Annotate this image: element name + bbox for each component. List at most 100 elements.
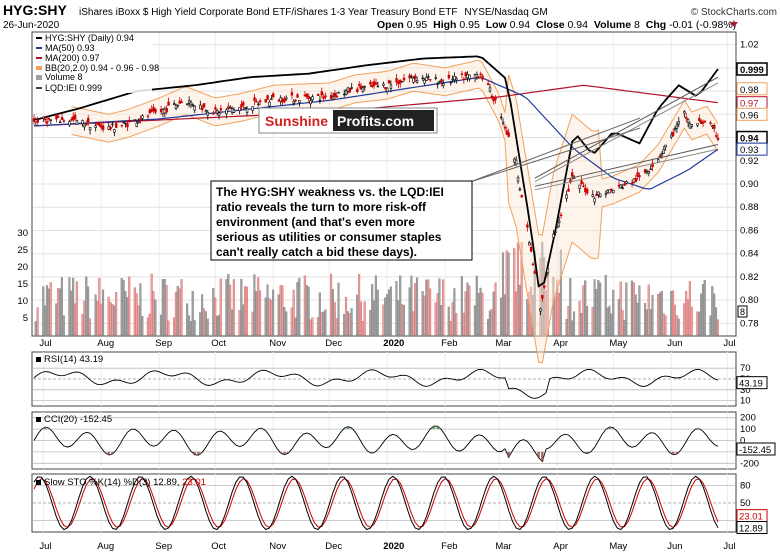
price-candle-body xyxy=(245,108,249,113)
price-candle-body xyxy=(630,182,634,184)
legend-main: HYG:SHY (Daily) 0.94 xyxy=(45,33,134,43)
volume-bar xyxy=(361,321,364,336)
price-candle-body xyxy=(150,109,153,112)
price-candle-body xyxy=(60,117,64,120)
price-candle-body xyxy=(447,74,451,79)
price-candle-body xyxy=(148,109,152,114)
price-candle-body xyxy=(486,83,490,85)
volume-bar xyxy=(85,276,88,336)
sto-label-d: 23.01 xyxy=(182,477,206,488)
price-candle-body xyxy=(49,119,53,121)
volume-bar xyxy=(62,315,65,336)
price-candle-body xyxy=(677,121,680,125)
volume-bar xyxy=(647,284,650,336)
volume-bar xyxy=(492,291,495,336)
price-candle-body xyxy=(451,78,454,81)
legend-ma200: MA(200) 0.97 xyxy=(45,53,100,63)
price-candle-body xyxy=(161,109,165,114)
price-badge-box xyxy=(736,82,768,96)
annotation-line-4: serious as utilities or consumer staples xyxy=(216,230,442,244)
price-candle-body xyxy=(369,81,372,85)
price-candle-body xyxy=(42,116,45,119)
price-candle-body xyxy=(285,97,288,100)
price-candle-body xyxy=(124,122,127,125)
price-candle-body xyxy=(109,126,112,130)
annotation-line-5: can't really catch a bid these days). xyxy=(216,245,417,259)
volume-bar xyxy=(690,306,693,336)
price-candle-body xyxy=(113,129,116,133)
price-candle-body xyxy=(559,214,563,217)
price-candle-body xyxy=(494,97,497,100)
price-candle-body xyxy=(217,112,221,117)
legend-volume: Volume 8 xyxy=(45,72,83,82)
volume-bar xyxy=(599,282,602,336)
volume-bar xyxy=(322,311,325,336)
price-candle-body xyxy=(565,194,568,199)
volume-bar xyxy=(569,278,572,336)
price-candle-body xyxy=(214,107,217,110)
price-candle-body xyxy=(462,78,466,81)
x-tick-label: May xyxy=(609,338,627,349)
volume-bar xyxy=(636,302,639,336)
price-candle-body xyxy=(270,98,273,100)
price-candle-body xyxy=(713,125,716,129)
price-candle-body xyxy=(316,94,320,96)
price-candle-body xyxy=(389,84,393,89)
price-candle-body xyxy=(479,73,482,76)
price-candle-body xyxy=(593,198,596,203)
volume-bar xyxy=(206,318,209,336)
cci-line xyxy=(33,425,719,463)
volume-bar xyxy=(623,320,626,336)
price-candle-body xyxy=(180,101,183,103)
volume-bar xyxy=(500,297,503,336)
trend-channel-line xyxy=(534,144,719,187)
price-candle-body xyxy=(670,134,673,138)
volume-bar xyxy=(124,291,127,336)
price-candle-body xyxy=(290,92,294,96)
trend-channel-line xyxy=(534,76,719,179)
price-candle-body xyxy=(229,107,232,109)
price-candle-body xyxy=(329,95,333,99)
volume-bar xyxy=(696,311,699,336)
price-candle-body xyxy=(634,178,637,183)
volume-bar xyxy=(683,303,686,336)
price-candle-body xyxy=(277,99,281,102)
price-candle-body xyxy=(675,124,679,129)
price-candle-body xyxy=(57,116,60,118)
price-candle-body xyxy=(505,130,509,135)
volume-bar xyxy=(285,311,288,336)
volume-bar xyxy=(298,277,301,336)
price-candle-body xyxy=(638,175,641,178)
price-candle-body xyxy=(701,122,705,124)
price-candle-body xyxy=(242,102,245,106)
price-candle-body xyxy=(128,119,131,123)
volume-bar xyxy=(356,294,359,336)
sto-tick-label: 50 xyxy=(740,498,751,509)
price-candle-body xyxy=(163,108,167,114)
price-candle-body xyxy=(191,104,195,106)
price-candle-body xyxy=(423,79,426,84)
price-candle-body xyxy=(542,285,546,288)
price-candle-body xyxy=(612,190,615,194)
x-tick-label: Aug xyxy=(97,338,114,349)
x-tick-label: Mar xyxy=(495,541,511,552)
price-candle-body xyxy=(296,94,299,98)
price-candle-body xyxy=(636,172,639,177)
price-candle-body xyxy=(492,97,495,102)
price-candle-body xyxy=(176,104,180,107)
volume-bar xyxy=(608,305,611,336)
price-candle-body xyxy=(438,81,441,83)
price-candle-body xyxy=(305,93,309,98)
volume-bar xyxy=(311,317,314,336)
price-candle-body xyxy=(126,123,129,128)
price-candle-body xyxy=(34,119,38,123)
rsi-label: RSI(14) 43.19 xyxy=(44,354,103,365)
volume-bar xyxy=(507,252,510,336)
low-value: 0.94 xyxy=(510,19,531,31)
logo-sunshine: Sunshine xyxy=(265,113,328,129)
price-candle-body xyxy=(343,93,346,96)
price-candle-body xyxy=(72,116,75,121)
volume-bar xyxy=(109,301,112,336)
price-badge: 0.999 xyxy=(736,62,768,76)
volume-bar xyxy=(150,273,153,336)
